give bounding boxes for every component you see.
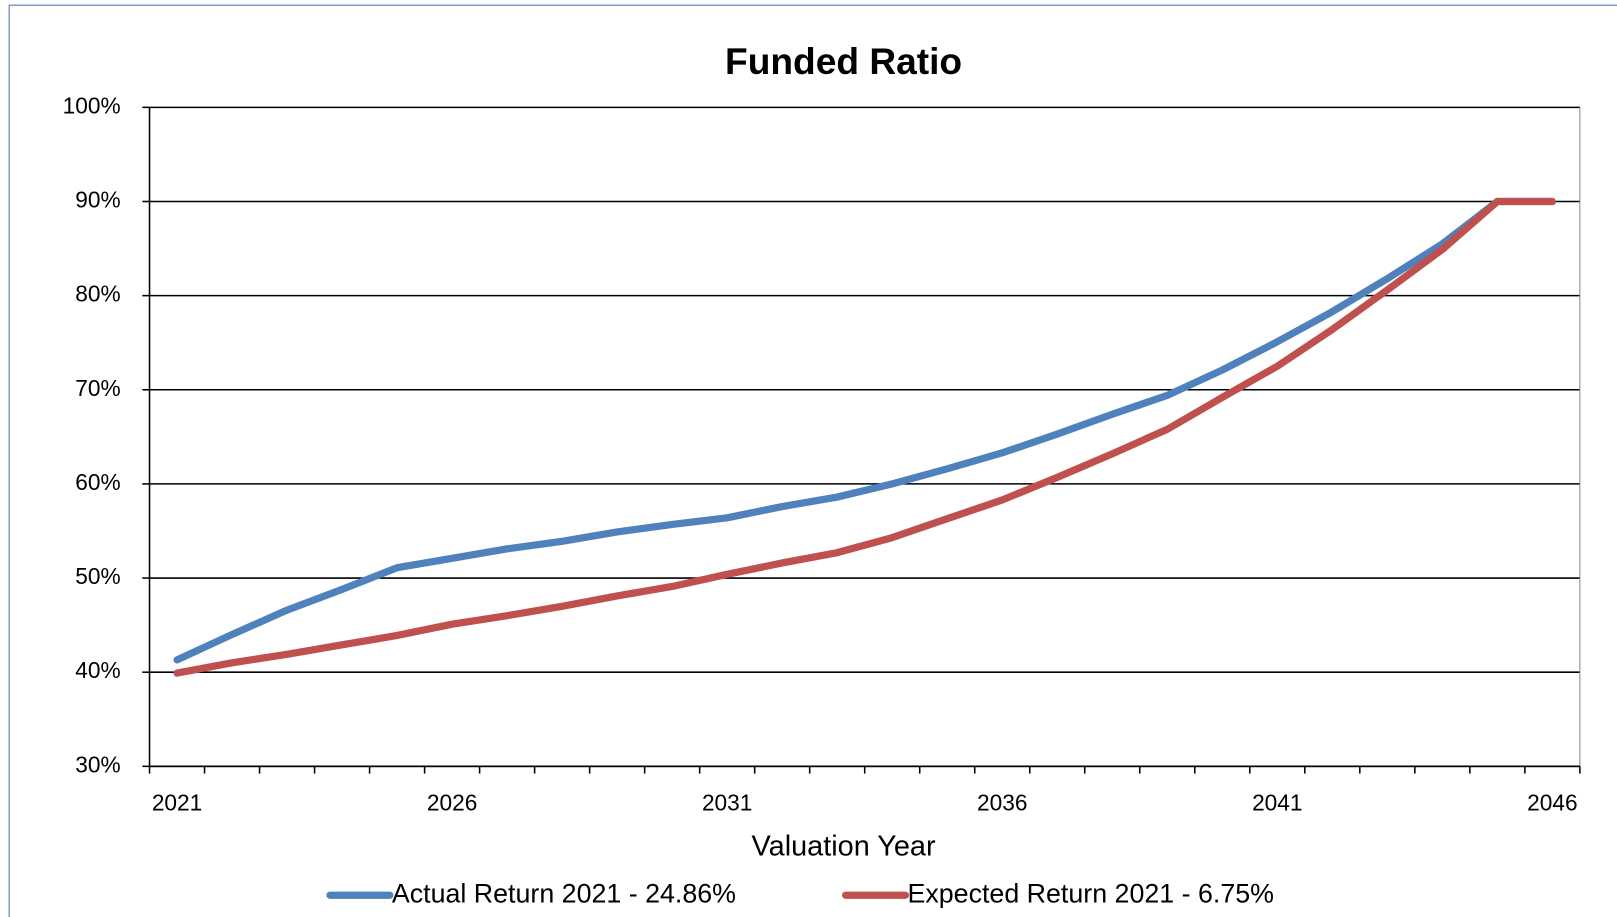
y-tick-label: 60% xyxy=(75,469,120,495)
series-line xyxy=(173,197,1556,664)
y-tick-label: 30% xyxy=(75,751,120,777)
series-line xyxy=(173,197,1556,677)
legend-label: Expected Return 2021 - 6.75% xyxy=(908,878,1274,908)
y-tick-label: 90% xyxy=(75,186,120,212)
y-tick-label: 70% xyxy=(75,375,120,401)
x-tick-label: 2046 xyxy=(1527,789,1577,815)
y-tick-label: 40% xyxy=(75,657,120,683)
legend-label: Actual Return 2021 - 24.86% xyxy=(392,878,736,908)
x-tick-label: 2026 xyxy=(427,789,477,815)
x-tick-label: 2021 xyxy=(152,789,202,815)
x-tick-label: 2031 xyxy=(702,789,752,815)
x-axis-label: Valuation Year xyxy=(752,830,936,862)
chart-title: Funded Ratio xyxy=(725,40,962,82)
y-tick-label: 100% xyxy=(63,92,121,118)
y-tick-label: 50% xyxy=(75,563,120,589)
x-tick-label: 2041 xyxy=(1252,789,1302,815)
x-tick-label: 2036 xyxy=(977,789,1027,815)
y-tick-label: 80% xyxy=(75,281,120,307)
chart-frame xyxy=(8,4,1617,917)
